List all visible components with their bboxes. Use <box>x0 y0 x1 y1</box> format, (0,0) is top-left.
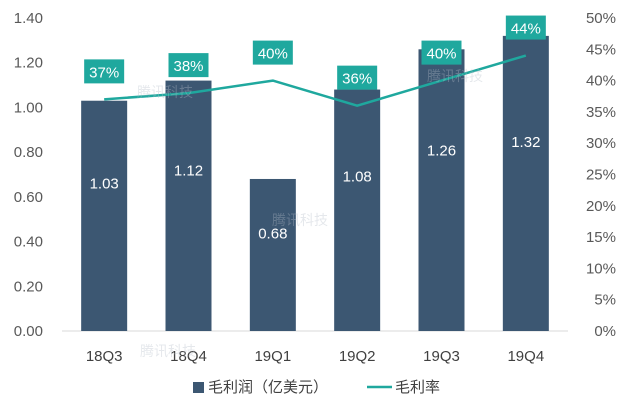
category-label: 18Q3 <box>86 348 123 365</box>
bar-value-label: 1.12 <box>174 163 203 180</box>
legend-label: 毛利润（亿美元） <box>208 379 328 396</box>
left-tick-label: 0.20 <box>14 278 43 295</box>
right-tick-label: 25% <box>586 167 616 184</box>
watermark-text: 腾讯科技 <box>427 68 483 84</box>
rate-label-box <box>505 15 546 40</box>
right-tick-label: 20% <box>586 198 616 215</box>
category-label: 19Q2 <box>339 348 376 365</box>
bar-value-label: 1.03 <box>90 176 119 193</box>
bar-series: 1.03 1.12 0.68 1.08 1.26 1.32 <box>81 35 549 332</box>
rate-line <box>104 54 527 107</box>
right-tick-label: 0% <box>594 323 616 340</box>
rate-label-box <box>84 59 125 84</box>
right-tick-label: 50% <box>586 10 616 27</box>
rate-label-box <box>421 40 462 65</box>
category-label: 19Q3 <box>423 348 460 365</box>
bar-value-label: 0.68 <box>258 226 287 243</box>
bar-value-label: 1.32 <box>511 134 540 151</box>
bar-19q1 <box>249 178 296 331</box>
right-tick-label: 35% <box>586 104 616 121</box>
rate-series: 37% 38% 40% 36% 40% 44% <box>84 15 546 107</box>
rate-label-box <box>337 65 378 90</box>
left-tick-label: 1.20 <box>14 55 43 72</box>
right-tick-label: 30% <box>586 135 616 152</box>
category-label: 18Q4 <box>170 348 207 365</box>
rate-value-label: 40% <box>426 46 456 63</box>
right-tick-label: 40% <box>586 73 616 90</box>
left-tick-label: 0.60 <box>14 189 43 206</box>
bar-19q3 <box>418 49 465 332</box>
rate-value-label: 37% <box>89 64 119 81</box>
rate-label-box <box>252 40 293 65</box>
bar-19q4 <box>502 35 549 332</box>
watermark-text: 腾讯科技 <box>272 212 328 228</box>
rate-value-label: 38% <box>173 58 203 75</box>
bar-19q2 <box>334 89 381 332</box>
left-axis-ticks: 0.00 0.20 0.40 0.60 0.80 1.00 1.20 1.40 <box>14 10 43 340</box>
legend-bar-swatch <box>193 382 204 393</box>
left-tick-label: 1.00 <box>14 99 43 116</box>
left-tick-label: 0.40 <box>14 234 43 251</box>
rate-value-label: 40% <box>258 46 288 63</box>
right-tick-label: 45% <box>586 41 616 58</box>
rate-value-label: 44% <box>511 21 541 38</box>
legend: 毛利润（亿美元） 毛利率 <box>193 379 440 396</box>
rate-label-box <box>168 53 209 78</box>
left-tick-label: 1.40 <box>14 10 43 27</box>
right-tick-label: 10% <box>586 260 616 277</box>
rate-value-label: 36% <box>342 71 372 88</box>
left-tick-label: 0.80 <box>14 144 43 161</box>
bar-18q3 <box>81 100 128 331</box>
bar-value-label: 1.26 <box>427 143 456 160</box>
right-axis-ticks: 0% 5% 10% 15% 20% 25% 30% 35% 40% 45% 50% <box>586 10 616 340</box>
left-tick-label: 0.00 <box>14 323 43 340</box>
bar-value-label: 1.08 <box>343 168 372 185</box>
watermark-text: 腾讯科技 <box>140 343 196 359</box>
bar-18q4 <box>165 80 212 331</box>
category-label: 19Q4 <box>507 348 544 365</box>
category-labels: 18Q3 18Q4 19Q1 19Q2 19Q3 19Q4 <box>86 348 544 365</box>
category-label: 19Q1 <box>254 348 291 365</box>
legend-label: 毛利率 <box>395 379 440 396</box>
right-tick-label: 5% <box>594 292 616 309</box>
right-tick-label: 15% <box>586 229 616 246</box>
watermark-text: 腾讯科技 <box>137 84 193 100</box>
